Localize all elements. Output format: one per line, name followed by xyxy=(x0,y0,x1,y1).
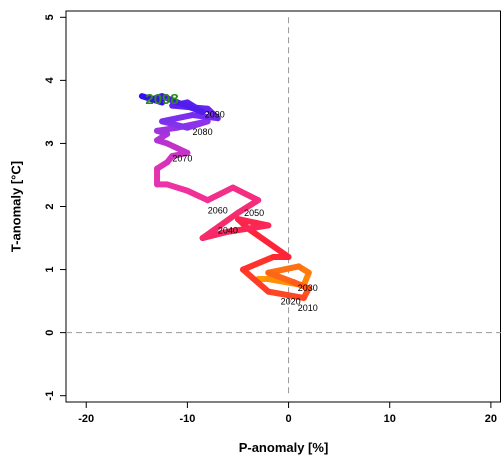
trajectory-segment xyxy=(199,209,241,242)
y-tick-label: -1 xyxy=(44,391,56,401)
y-tick-label: 1 xyxy=(44,267,56,273)
year-label: 2080 xyxy=(193,127,213,137)
trajectory-line xyxy=(138,93,312,301)
year-label: 2030 xyxy=(298,283,318,293)
trajectory-segment xyxy=(184,118,211,131)
trajectory-segment xyxy=(184,187,211,204)
year-label: 2020 xyxy=(281,297,301,307)
trajectory-segment xyxy=(138,93,166,106)
year-label: 2070 xyxy=(172,154,192,164)
x-tick-label: 0 xyxy=(285,413,291,425)
trajectory-segment xyxy=(265,288,307,301)
year-label: 2090 xyxy=(205,109,225,119)
year-label: 2050 xyxy=(244,208,264,218)
trajectory-segment xyxy=(234,197,262,216)
year-label: 2010 xyxy=(298,303,318,313)
trajectory-segment xyxy=(240,266,272,295)
x-tick-label: 10 xyxy=(384,413,396,425)
year-label: 2040 xyxy=(218,225,238,235)
trajectory-segment xyxy=(240,253,277,273)
end-year-label: 2098 xyxy=(145,91,178,108)
trajectory-segment xyxy=(154,124,181,134)
x-tick-label: -10 xyxy=(179,413,195,425)
trajectory-segment xyxy=(204,184,236,204)
y-tick-label: 3 xyxy=(44,140,56,146)
trajectory-segment xyxy=(265,269,297,286)
trajectory-segment xyxy=(164,181,191,194)
trajectory-segment xyxy=(224,222,272,235)
trajectory-segment xyxy=(229,184,262,204)
x-tick-label: 20 xyxy=(485,413,497,425)
x-axis-title: P-anomaly [%] xyxy=(239,440,329,455)
x-tick-label: -20 xyxy=(78,413,94,425)
trajectory-segment xyxy=(174,99,206,115)
y-tick-label: 0 xyxy=(44,330,56,336)
trajectory-segment xyxy=(159,112,196,125)
reference-lines xyxy=(66,17,501,396)
trajectory-segment xyxy=(164,140,191,156)
y-tick-label: 5 xyxy=(44,14,56,20)
plot-frame xyxy=(65,10,501,403)
trajectory-segment xyxy=(245,225,292,260)
y-tick-label: 4 xyxy=(44,76,56,83)
y-tick-label: 2 xyxy=(44,203,56,209)
y-axis-title: T-anomaly [°C] xyxy=(9,161,24,252)
year-label: 2060 xyxy=(208,205,228,215)
